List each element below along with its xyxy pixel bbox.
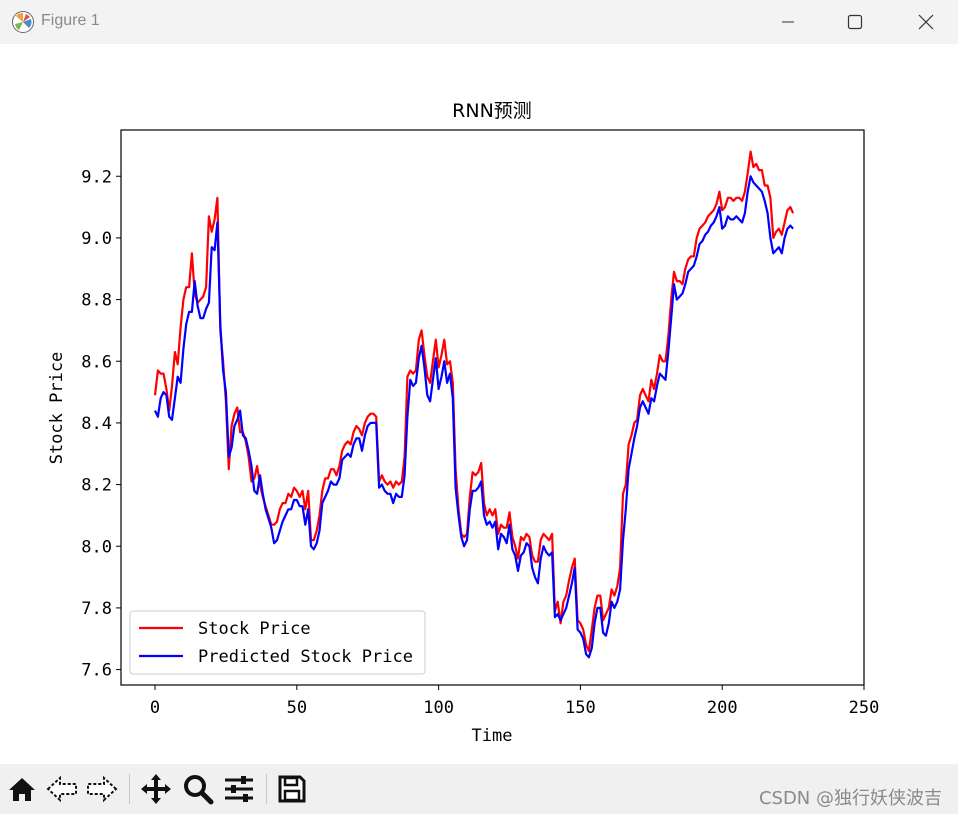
save-button[interactable] (274, 772, 310, 806)
pan-button[interactable] (138, 772, 174, 806)
legend-box (129, 610, 426, 675)
minimize-icon (782, 21, 794, 23)
configure-subplots-icon (225, 776, 253, 802)
x-axis-label: Time (472, 726, 513, 746)
x-axis: 0 50 100 150 200 250 (150, 685, 879, 718)
watermark-text: CSDN @独行妖侠波吉 (758, 788, 942, 809)
plot-area-frame (120, 129, 865, 686)
y-tick-label: 8.0 (81, 537, 112, 557)
configure-subplots-button[interactable] (221, 772, 257, 806)
y-tick-label: 9.2 (81, 167, 112, 187)
forward-icon (87, 775, 118, 803)
y-tick-label: 8.4 (81, 414, 112, 434)
series-line-actual (153, 150, 795, 653)
toolbar-separator (266, 774, 267, 804)
toolbar-separator (129, 774, 130, 804)
maximize-button[interactable] (825, 0, 885, 44)
x-tick-label: 200 (707, 698, 738, 718)
save-icon (278, 775, 306, 803)
x-tick-label: 150 (565, 698, 596, 718)
home-button[interactable] (4, 772, 40, 806)
y-axis-label: Stock Price (47, 352, 67, 465)
y-tick-label: 9.0 (81, 229, 112, 249)
y-axis: 7.6 7.8 8.0 8.2 8.4 8.6 8.8 9.0 9.2 (81, 167, 121, 681)
line-chart: RNN预测 0 50 100 150 200 250 7.6 7.8 8.0 8.2 8.4 8.6… (47, 100, 879, 746)
minimize-button[interactable] (758, 0, 818, 44)
x-tick-label: 100 (423, 698, 454, 718)
figure-canvas[interactable]: RNN预测 0 50 100 150 200 250 7.6 7.8 8.0 8.2 8.4 8.6… (0, 44, 958, 764)
navigation-toolbar: CSDN @独行妖侠波吉 (0, 764, 958, 814)
series-line-predicted (154, 175, 794, 659)
y-tick-label: 8.2 (81, 476, 112, 496)
y-tick-label: 7.8 (81, 599, 112, 619)
legend-label-actual: Stock Price (198, 619, 311, 639)
x-tick-label: 0 (150, 698, 160, 718)
back-button[interactable] (44, 772, 80, 806)
y-tick-label: 7.6 (81, 661, 112, 681)
series-layer (153, 150, 795, 659)
matplotlib-logo-icon (12, 11, 34, 33)
zoom-button[interactable] (180, 772, 216, 806)
pan-icon (141, 774, 171, 804)
close-icon (918, 14, 934, 30)
window-title: Figure 1 (41, 12, 100, 29)
x-tick-label: 250 (849, 698, 880, 718)
y-tick-label: 8.8 (81, 291, 112, 311)
zoom-icon (184, 775, 214, 805)
chart-title: RNN预测 (452, 100, 532, 122)
window-titlebar: Figure 1 (0, 0, 958, 44)
x-tick-label: 50 (287, 698, 307, 718)
back-icon (46, 775, 77, 803)
close-button[interactable] (896, 0, 956, 44)
forward-button[interactable] (84, 772, 120, 806)
legend-label-predicted: Predicted Stock Price (198, 647, 413, 667)
legend: Stock Price Predicted Stock Price (129, 610, 426, 675)
maximize-icon (847, 14, 863, 30)
home-icon (9, 778, 35, 801)
y-tick-label: 8.6 (81, 352, 112, 372)
